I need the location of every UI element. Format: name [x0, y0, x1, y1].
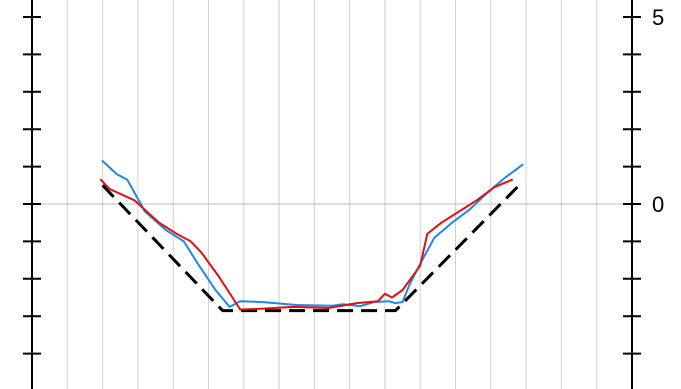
right-axis-tick-label: 5 [652, 5, 664, 30]
right-axis-tick-label: 0 [652, 192, 664, 217]
label-layer: 50 [652, 5, 664, 217]
grid-layer [32, 0, 632, 389]
series-layer [99, 160, 524, 313]
axis-layer [23, 0, 641, 389]
series-line [99, 178, 513, 311]
series-line [101, 184, 521, 313]
series-line [101, 160, 524, 308]
